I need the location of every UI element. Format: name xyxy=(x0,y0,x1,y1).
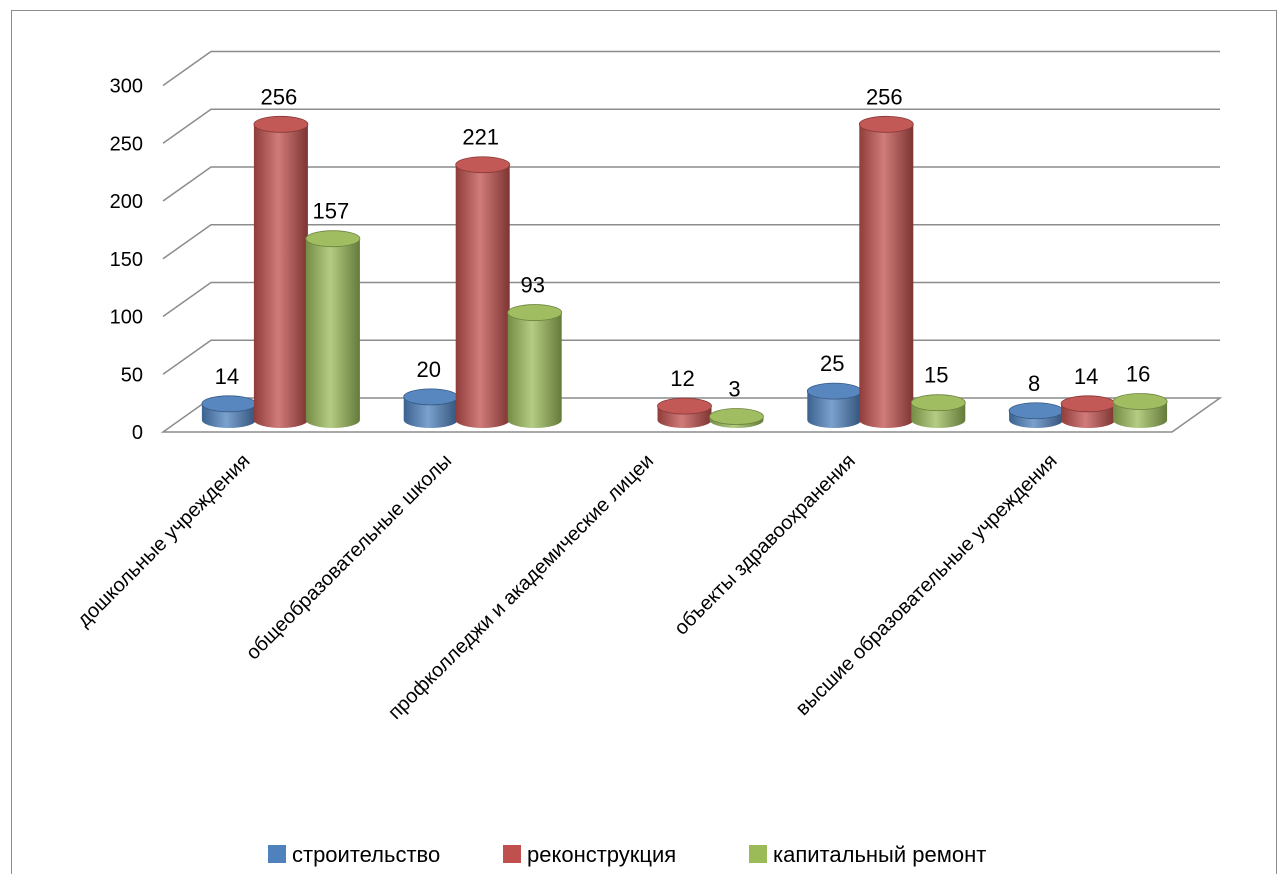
x-category-label: общеобразовательные школы xyxy=(242,450,456,664)
bar-строительство-3 xyxy=(806,382,862,428)
data-labels: 14 256 157 20 221 93 12 3 25 256 15 8 14 16 xyxy=(215,84,1151,401)
legend-label: реконструкция xyxy=(527,842,676,867)
gridline xyxy=(162,108,1220,144)
bar-строительство-1 xyxy=(403,388,459,428)
data-label: 157 xyxy=(313,199,350,224)
bar-реконструкция-4 xyxy=(1060,395,1116,428)
bar-реконструкция-3 xyxy=(858,115,914,428)
data-label: 20 xyxy=(416,357,440,382)
data-label: 14 xyxy=(215,364,239,389)
y-tick-label: 200 xyxy=(110,191,143,213)
x-category-label: дошкольные учреждения xyxy=(73,450,254,631)
bar-капитальный ремонт-3 xyxy=(910,394,966,428)
y-axis-ticks: 0 50 100 150 200 250 300 xyxy=(110,76,143,445)
bar-капитальный ремонт-2 xyxy=(709,408,764,428)
legend-swatch xyxy=(268,845,286,863)
y-tick-label: 150 xyxy=(110,249,143,271)
data-label: 12 xyxy=(670,366,694,391)
bars xyxy=(201,115,1168,428)
bar-капитальный ремонт-4 xyxy=(1112,393,1168,428)
y-tick-label: 50 xyxy=(121,364,143,386)
y-tick-label: 0 xyxy=(132,422,143,444)
data-label: 14 xyxy=(1074,364,1098,389)
data-label: 256 xyxy=(261,84,298,109)
legend-swatch xyxy=(503,845,521,863)
data-label: 256 xyxy=(866,84,903,109)
legend-label: строительство xyxy=(292,842,440,867)
chart-frame xyxy=(11,10,1277,874)
gridline xyxy=(162,166,1220,202)
bar-капитальный ремонт-1 xyxy=(507,304,563,428)
legend-label: капитальный ремонт xyxy=(773,842,986,867)
bar-капитальный ремонт-0 xyxy=(305,230,361,428)
bar-строительство-0 xyxy=(201,395,257,428)
bar-строительство-4 xyxy=(1008,402,1064,428)
x-category-label: объекты здравоохранения xyxy=(670,450,860,640)
data-label: 15 xyxy=(924,363,948,388)
bar-реконструкция-1 xyxy=(455,156,511,428)
y-tick-label: 300 xyxy=(110,76,143,98)
floor xyxy=(160,397,1223,433)
legend: строительство реконструкция капитальный ре… xyxy=(268,842,986,867)
bar-реконструкция-2 xyxy=(657,397,712,428)
y-tick-label: 100 xyxy=(110,307,143,329)
data-label: 221 xyxy=(462,125,499,150)
y-tick-label: 250 xyxy=(110,133,143,155)
data-label: 25 xyxy=(820,351,844,376)
data-label: 3 xyxy=(728,377,740,402)
gridline xyxy=(162,50,1220,87)
data-label: 8 xyxy=(1028,371,1040,396)
legend-swatch xyxy=(749,845,767,863)
data-label: 93 xyxy=(520,273,544,298)
bar-реконструкция-0 xyxy=(253,115,309,428)
data-label: 16 xyxy=(1126,362,1150,387)
category-labels: дошкольные учрежденияобщеобразовательные… xyxy=(73,450,1061,724)
